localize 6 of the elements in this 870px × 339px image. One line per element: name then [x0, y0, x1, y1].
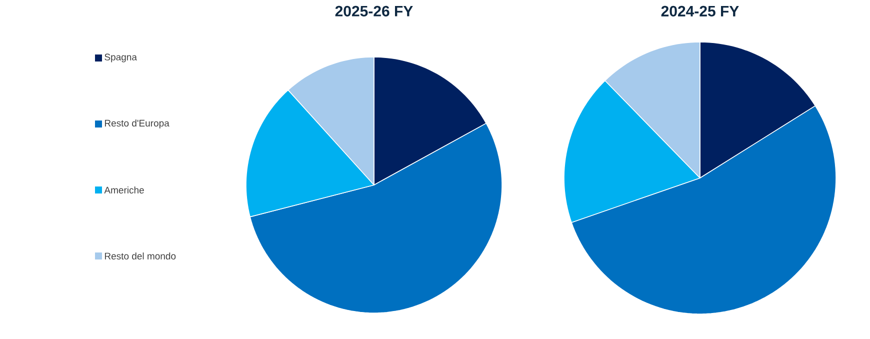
legend-label: Resto del mondo [104, 252, 176, 260]
chart-title: 2024-25 FY [661, 6, 739, 16]
legend-label: Resto d'Europa [104, 120, 170, 128]
legend-label: Spagna [104, 54, 137, 62]
legend-label: Americhe [104, 186, 144, 194]
chart-title: 2025-26 FY [335, 6, 413, 16]
